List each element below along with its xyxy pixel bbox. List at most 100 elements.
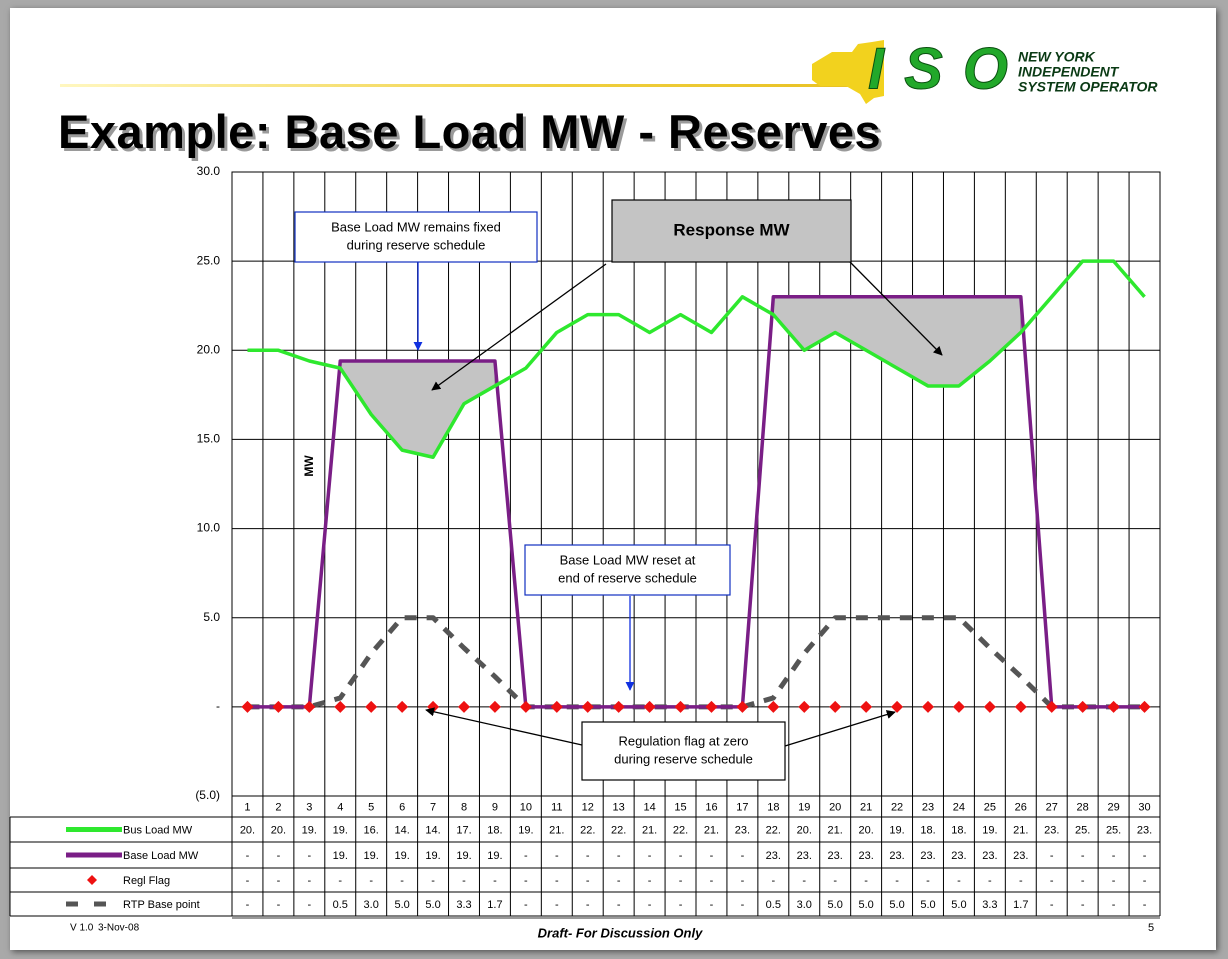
x-tick-label: 18: [767, 801, 779, 813]
value-label: 19.: [364, 850, 379, 862]
flag-marker: [1014, 700, 1027, 713]
flag-marker: [272, 700, 285, 713]
flag-marker: [612, 700, 625, 713]
value-label: -: [1081, 850, 1085, 862]
value-label: 14.: [425, 824, 440, 836]
value-label: 23.: [920, 850, 935, 862]
value-label: 5.0: [951, 899, 966, 911]
value-label: -: [555, 875, 559, 887]
value-label: -: [586, 899, 590, 911]
flag-marker: [643, 700, 656, 713]
x-tick-label: 22: [891, 801, 903, 813]
annotation-text: Base Load MW remains fixed: [331, 219, 501, 234]
flag-marker: [1045, 700, 1058, 713]
value-label: 3.3: [456, 899, 471, 911]
value-label: -: [524, 899, 528, 911]
value-label: 22.: [766, 824, 781, 836]
x-tick-label: 20: [829, 801, 841, 813]
value-label: -: [1050, 899, 1054, 911]
value-label: 0.5: [333, 899, 348, 911]
annotation-box: [611, 199, 852, 263]
x-tick-label: 27: [1046, 801, 1058, 813]
logo-state: [812, 40, 884, 104]
value-label: 23.: [982, 850, 997, 862]
value-label: -: [338, 875, 342, 887]
value-label: 1.7: [487, 899, 502, 911]
value-label: -: [617, 850, 621, 862]
flag-marker: [860, 700, 873, 713]
value-label: 19.: [487, 850, 502, 862]
value-label: -: [555, 899, 559, 911]
flag-marker: [891, 700, 904, 713]
x-tick-label: 3: [306, 801, 312, 813]
value-label: 21.: [1013, 824, 1028, 836]
value-label: 21.: [642, 824, 657, 836]
value-label: 20.: [240, 824, 255, 836]
annotation-box: [524, 544, 731, 596]
legend-swatch: [87, 875, 97, 885]
value-label: -: [710, 875, 714, 887]
value-label: -: [648, 850, 652, 862]
logo-line: SYSTEM OPERATOR: [1018, 79, 1158, 95]
value-label: -: [648, 899, 652, 911]
value-label: 5.0: [394, 899, 409, 911]
value-label: -: [833, 875, 837, 887]
y-tick-label: 25.0: [197, 253, 221, 267]
value-label: -: [277, 875, 281, 887]
x-tick-label: 7: [430, 801, 436, 813]
value-label: 25.: [1106, 824, 1121, 836]
flag-marker: [736, 700, 749, 713]
value-label: 0.5: [766, 899, 781, 911]
value-label: 5.0: [828, 899, 843, 911]
flag-marker: [952, 700, 965, 713]
value-label: -: [431, 875, 435, 887]
x-tick-label: 30: [1138, 801, 1150, 813]
value-label: -: [679, 875, 683, 887]
slide: [10, 8, 1216, 950]
x-tick-label: 4: [337, 801, 343, 813]
x-tick-label: 10: [520, 801, 532, 813]
flag-marker: [829, 700, 842, 713]
value-label: -: [710, 850, 714, 862]
x-tick-label: 14: [643, 801, 655, 813]
annotation-text: Regulation flag at zero: [618, 733, 748, 748]
value-label: -: [648, 875, 652, 887]
value-label: 5.0: [889, 899, 904, 911]
flag-marker: [922, 700, 934, 713]
value-label: 20.: [271, 824, 286, 836]
flag-marker: [488, 700, 501, 713]
value-label: -: [586, 875, 590, 887]
flag-marker: [983, 700, 996, 713]
x-tick-label: 9: [492, 801, 498, 813]
annotation-arrow: [849, 261, 943, 356]
value-label: 23.: [858, 850, 873, 862]
annotation-text: Base Load MW reset at: [560, 552, 696, 567]
annotation-arrow: [425, 707, 583, 746]
logo-line: NEW YORK: [1018, 49, 1096, 65]
value-label: 23.: [1044, 824, 1059, 836]
value-label: 23.: [951, 850, 966, 862]
slide-title: Example: Base Load MW - Reserves: [58, 105, 882, 158]
value-label: -: [679, 899, 683, 911]
value-label: -: [307, 875, 311, 887]
footer-note: Draft- For Discussion Only: [538, 925, 703, 940]
value-label: -: [1081, 875, 1085, 887]
value-label: -: [895, 875, 899, 887]
value-label: -: [1143, 875, 1147, 887]
value-label: 19.: [518, 824, 533, 836]
annotation-box: [581, 721, 786, 781]
annotation-text: during reserve schedule: [347, 237, 486, 252]
value-label: -: [1143, 850, 1147, 862]
value-label: 23.: [889, 850, 904, 862]
flag-marker: [396, 700, 409, 713]
value-label: 18.: [487, 824, 502, 836]
value-label: -: [307, 850, 311, 862]
dashed-line: [247, 615, 1145, 710]
value-label: -: [741, 850, 745, 862]
value-label: 21.: [549, 824, 564, 836]
value-label: 20.: [858, 824, 873, 836]
x-tick-label: 29: [1107, 801, 1119, 813]
flag-marker: [519, 700, 532, 713]
value-label: -: [524, 850, 528, 862]
